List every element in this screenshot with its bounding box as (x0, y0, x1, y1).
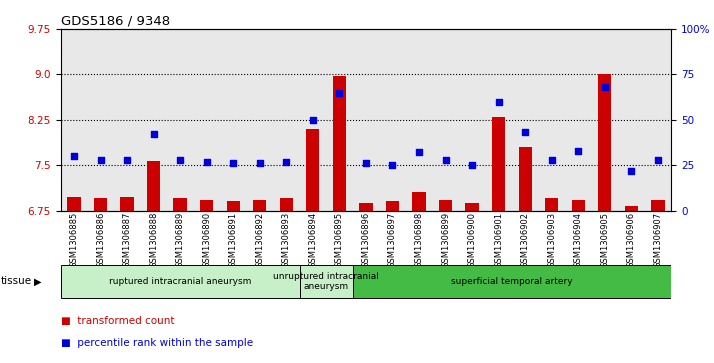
Bar (353, 29, 379, 211)
Text: GDS5186 / 9348: GDS5186 / 9348 (61, 15, 170, 28)
Bar (406, 29, 432, 211)
Bar (200, 200, 213, 211)
Text: ■  percentile rank within the sample: ■ percentile rank within the sample (61, 338, 253, 348)
Bar (545, 199, 558, 211)
Bar (432, 29, 459, 211)
Point (466, 162, 478, 168)
Bar (379, 29, 406, 211)
Bar (61, 29, 87, 211)
FancyBboxPatch shape (353, 265, 671, 298)
Bar (333, 76, 346, 211)
Bar (300, 29, 326, 211)
Bar (492, 117, 506, 211)
Point (413, 150, 425, 155)
Bar (87, 29, 114, 211)
Bar (565, 29, 591, 211)
Point (599, 84, 610, 90)
Text: ▶: ▶ (34, 276, 42, 286)
Bar (512, 29, 538, 211)
Point (95, 157, 106, 163)
Bar (167, 29, 193, 211)
Bar (645, 29, 671, 211)
Point (573, 148, 584, 154)
Bar (518, 147, 532, 211)
Bar (67, 197, 81, 211)
Point (69, 153, 80, 159)
Bar (326, 29, 353, 211)
Bar (121, 197, 134, 211)
Text: unruptured intracranial
aneurysm: unruptured intracranial aneurysm (273, 272, 379, 291)
Bar (94, 199, 107, 211)
Bar (466, 203, 478, 211)
Text: ruptured intracranial aneurysm: ruptured intracranial aneurysm (109, 277, 251, 286)
Text: tissue: tissue (1, 276, 32, 286)
Bar (226, 201, 240, 211)
Point (281, 159, 292, 164)
Point (333, 90, 345, 95)
Bar (306, 129, 319, 211)
Bar (147, 161, 160, 211)
Bar (538, 29, 565, 211)
Bar (651, 200, 665, 211)
Bar (253, 200, 266, 211)
Point (228, 160, 239, 166)
Point (520, 130, 531, 135)
Point (652, 157, 663, 163)
Text: superficial temporal artery: superficial temporal artery (451, 277, 573, 286)
Bar (280, 199, 293, 211)
Bar (386, 201, 399, 211)
Bar (141, 29, 167, 211)
Point (307, 117, 318, 123)
Bar (413, 192, 426, 211)
Point (387, 162, 398, 168)
Point (360, 160, 371, 166)
Bar (193, 29, 220, 211)
Bar (598, 74, 611, 211)
Bar (618, 29, 645, 211)
Point (174, 157, 186, 163)
Point (121, 157, 133, 163)
Bar (220, 29, 246, 211)
Bar (625, 206, 638, 211)
Point (546, 157, 558, 163)
Point (201, 159, 212, 164)
Bar (572, 200, 585, 211)
Bar (591, 29, 618, 211)
Bar (459, 29, 486, 211)
Bar (359, 203, 373, 211)
Bar (246, 29, 273, 211)
Bar (114, 29, 141, 211)
Point (254, 160, 266, 166)
Point (625, 168, 637, 174)
Point (148, 131, 159, 137)
Bar (486, 29, 512, 211)
Point (440, 157, 451, 163)
Bar (439, 200, 452, 211)
Point (493, 99, 504, 105)
Text: ■  transformed count: ■ transformed count (61, 316, 174, 326)
Bar (174, 198, 187, 211)
FancyBboxPatch shape (300, 265, 353, 298)
FancyBboxPatch shape (61, 265, 300, 298)
Bar (273, 29, 300, 211)
